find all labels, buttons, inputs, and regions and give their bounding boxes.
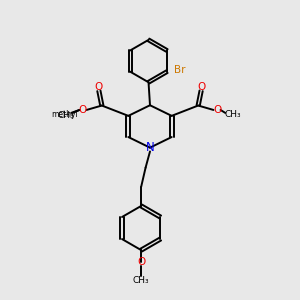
Text: N: N bbox=[146, 141, 154, 154]
Text: CH₃: CH₃ bbox=[133, 276, 149, 285]
Text: O: O bbox=[79, 105, 87, 115]
Text: methyl: methyl bbox=[51, 110, 78, 118]
Text: Br: Br bbox=[174, 65, 186, 75]
Text: CH₃: CH₃ bbox=[58, 111, 74, 120]
Text: O: O bbox=[137, 257, 145, 267]
Text: CH₃: CH₃ bbox=[224, 110, 241, 118]
Text: O: O bbox=[213, 105, 221, 115]
Text: O: O bbox=[95, 82, 103, 92]
Text: O: O bbox=[197, 82, 205, 92]
